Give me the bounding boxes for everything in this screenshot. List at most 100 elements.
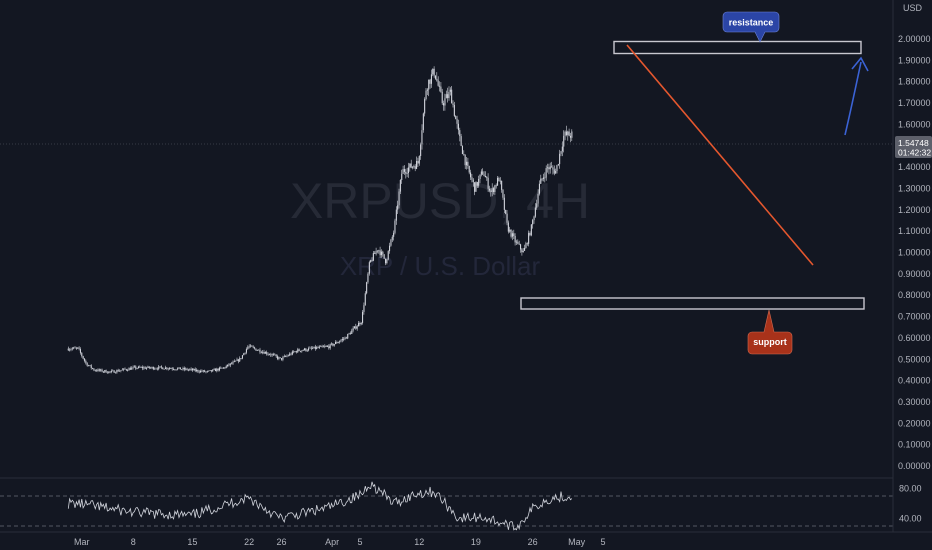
candle-body [241, 355, 243, 359]
candle-body [494, 185, 496, 192]
candle-body [533, 216, 535, 221]
candle-body [480, 171, 482, 175]
candle-body [152, 367, 154, 370]
candle-body [532, 220, 534, 225]
candle-body [348, 333, 350, 335]
candle-body [555, 171, 557, 174]
candle-body [302, 350, 304, 351]
candle-body [109, 371, 111, 373]
candle-body [218, 367, 220, 371]
candle-body [497, 177, 499, 186]
candle-body [281, 358, 283, 360]
candle-body [268, 354, 270, 356]
time-axis[interactable] [0, 532, 932, 550]
x-tick-label: 26 [528, 537, 538, 547]
candle-body [324, 346, 326, 348]
price-axis[interactable] [893, 0, 932, 532]
candle-body [362, 311, 364, 323]
candle-body [285, 356, 287, 357]
candle-body [297, 349, 299, 353]
candle-body [505, 209, 507, 214]
candle-body [375, 250, 377, 254]
candle-body [358, 323, 360, 327]
candle-body [291, 351, 293, 355]
candle-body [344, 337, 346, 339]
candle-body [379, 250, 381, 256]
y-tick-label: 0.80000 [898, 290, 931, 300]
candle-body [154, 368, 156, 370]
candle-body [235, 360, 237, 362]
candle-body [526, 243, 528, 245]
support-zone: support [520, 297, 865, 355]
candle-body [385, 258, 387, 264]
y-tick-label: 1.20000 [898, 205, 931, 215]
candle-body [306, 350, 308, 352]
candle-body [464, 154, 466, 166]
candle-body [160, 366, 162, 368]
resistance-label: resistance [729, 18, 774, 28]
candle-body [333, 344, 335, 346]
candle-body [129, 368, 131, 370]
candle-body [407, 167, 409, 173]
candle-body [71, 348, 73, 350]
candle-body [460, 136, 462, 146]
candle-body [104, 370, 106, 372]
candle-body [360, 322, 362, 325]
candle-body [81, 352, 83, 356]
candle-body [410, 163, 412, 168]
candle-body [374, 253, 376, 254]
candle-body [325, 346, 327, 347]
candle-body [125, 369, 127, 371]
candle-body [229, 363, 231, 366]
candle-body [299, 350, 301, 352]
candle-body [349, 333, 351, 335]
candle-body [564, 131, 566, 136]
candle-body [493, 188, 495, 192]
candle-body [82, 356, 84, 359]
candle-body [304, 348, 306, 351]
candle-body [343, 338, 345, 340]
candle-body [90, 365, 92, 368]
candle-body [503, 197, 505, 210]
candle-body [252, 346, 254, 348]
candle-body [262, 351, 264, 353]
candle-body [451, 89, 453, 104]
candle-body [290, 353, 292, 355]
candle-body [359, 323, 361, 325]
watermark-subtitle: XRP / U.S. Dollar [340, 251, 541, 281]
candle-body [436, 78, 438, 81]
candle-body [390, 239, 392, 246]
y-tick-label: 1.90000 [898, 55, 931, 65]
candle-body [158, 366, 160, 370]
candle-body [77, 347, 79, 349]
candle-body [142, 367, 144, 369]
candle-body [159, 366, 161, 368]
candle-body [213, 369, 215, 370]
candle-body [197, 369, 199, 372]
candle-body [223, 367, 225, 369]
candle-body [398, 191, 400, 206]
candle-body [498, 177, 500, 182]
candle-body [565, 131, 567, 135]
candle-body [517, 241, 519, 244]
candle-body [549, 166, 551, 170]
candle-body [422, 113, 424, 131]
last-price-value: 1.54748 [898, 138, 929, 148]
candle-body [174, 369, 176, 371]
x-tick-label: Mar [74, 537, 90, 547]
candle-body [331, 343, 333, 345]
y-tick-label: 0.30000 [898, 397, 931, 407]
candle-body [193, 368, 195, 371]
candle-body [251, 345, 253, 347]
candle-body [386, 259, 388, 264]
candle-body [368, 262, 370, 274]
candle-body [434, 75, 436, 79]
candle-body [293, 351, 295, 353]
candle-body [499, 180, 501, 182]
candle-body [488, 188, 490, 191]
candle-body [405, 171, 407, 174]
watermark-title: XRPUSD, 4H [290, 173, 590, 229]
candle-body [520, 244, 522, 250]
candle-body [541, 178, 543, 180]
